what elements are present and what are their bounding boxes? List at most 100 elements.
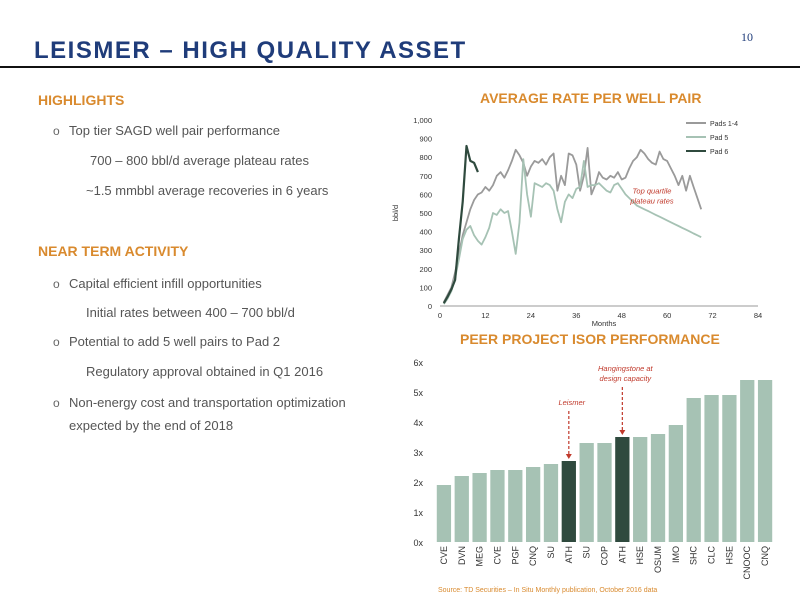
y-tick-label: 0x [413,538,423,548]
x-tick-label: CNOOC [742,546,752,580]
x-tick-label: ATH [617,546,627,563]
bar-dvn [454,476,469,542]
bar-cnooc [740,380,755,542]
x-tick-label: 24 [527,311,535,320]
bar-su [543,464,559,542]
bullet-marker-icon: o [53,396,60,410]
highlights-sub-1: 700 – 800 bbl/d average plateau rates [90,153,310,168]
bar-chart: 0x 1x 2x 3x 4x 5x 6x CVE DVN MEG CVE PGF CNQ SU ATH SU C… [413,358,773,580]
y-tick-label: 600 [419,190,432,199]
page-number: 10 [741,30,753,44]
y-tick-label: 3x [413,448,423,458]
near-term-bullet-3: o Non-energy cost and transportation opti… [53,395,346,410]
bar-osum [650,434,666,542]
highlights-heading: HIGHLIGHTS [38,92,125,108]
series-line-pads-1-4 [442,147,703,303]
near-term-bullet-1-text: Capital efficient infill opportunities [69,276,262,291]
x-tick-label: CVE [439,546,449,565]
line-chart-annotation: plateau rates [629,196,674,205]
bar-cnq [525,467,541,542]
x-tick-label: 36 [572,311,580,320]
near-term-sub-1: Initial rates between 400 – 700 bbl/d [86,305,295,320]
bar-su [579,443,594,542]
bar-clc [704,395,719,542]
highlights-bullet-1: o Top tier SAGD well pair performance [53,123,280,138]
legend-label: Pad 5 [710,135,728,142]
x-tick-label: CNQ [528,546,538,566]
x-tick-label: CNQ [760,546,770,566]
bar-annotation: design capacity [599,374,652,383]
x-tick-label: 84 [754,311,762,320]
legend-label: Pads 1-4 [710,121,738,128]
bar-hse [633,437,648,542]
y-tick-label: 6x [413,358,423,368]
y-tick-label: 900 [419,135,432,144]
x-tick-label: DVN [457,546,467,565]
y-tick-label: 400 [419,228,432,237]
x-tick-label: 48 [618,311,626,320]
series-line-pad-6 [442,144,479,304]
bar-shc [686,398,701,542]
x-tick-label: IMO [671,546,681,563]
bullet-marker-icon: o [53,277,60,291]
x-tick-label: SU [582,546,592,559]
highlights-sub-2: ~1.5 mmbbl average recoveries in 6 years [86,183,329,198]
x-tick-label: CVE [492,546,502,565]
y-tick-label: 500 [419,209,432,218]
bullet-marker-icon: o [53,124,60,138]
bar-pgf [508,470,523,542]
y-tick-label: 4x [413,418,423,428]
x-axis-title: Months [592,319,617,328]
bar-ath [561,461,576,542]
near-term-sub-2: Regulatory approval obtained in Q1 2016 [86,364,324,379]
x-tick-label: 60 [663,311,671,320]
y-tick-label: 1,000 [413,116,432,125]
annotation-arrow-head [565,454,572,459]
bar-annotation: Hangingstone at [598,364,654,373]
x-tick-label: ATH [564,546,574,563]
annotation-arrow-head [619,430,626,435]
y-tick-label: 0 [428,302,432,311]
bar-cop [597,443,612,542]
y-tick-label: 1x [413,508,423,518]
y-tick-label: 800 [419,153,432,162]
bar-meg [472,473,487,542]
bar-imo [668,425,684,542]
line-chart-title: AVERAGE RATE PER WELL PAIR [480,90,702,106]
line-chart: 0 100 200 300 400 500 600 700 800 900 1,000 0 12 24 36… [391,116,762,328]
bar-annotation: Leismer [558,398,585,407]
bar-hse [722,395,737,542]
bar-chart-title: PEER PROJECT ISOR PERFORMANCE [460,331,720,347]
source-note: Source: TD Securities – In Situ Monthly … [438,587,658,594]
x-tick-label: HSE [635,546,645,565]
bar-ath [615,437,630,542]
near-term-bullet-2: o Potential to add 5 well pairs to Pad 2 [53,334,280,349]
y-tick-label: 200 [419,265,432,274]
near-term-bullet-1: o Capital efficient infill opportunities [53,276,262,291]
near-term-bullet-2-text: Potential to add 5 well pairs to Pad 2 [69,334,281,349]
x-tick-label: HSE [724,546,734,565]
x-tick-label: PGF [510,546,520,565]
x-tick-label: 12 [481,311,489,320]
near-term-bullet-3-text-line-1: Non-energy cost and transportation optim… [69,395,346,410]
x-tick-label: 72 [708,311,716,320]
x-tick-label: CLC [707,546,717,565]
page-title: LEISMER – HIGH QUALITY ASSET [34,37,467,64]
highlights-bullet-1-text: Top tier SAGD well pair performance [69,123,280,138]
bullet-marker-icon: o [53,335,60,349]
y-tick-label: 2x [413,478,423,488]
near-term-bullet-3-text-line-2: expected by the end of 2018 [69,418,234,433]
x-tick-label: MEG [475,546,485,567]
y-tick-label: 5x [413,388,423,398]
title-divider [0,66,800,68]
bar-cve [490,470,505,542]
line-chart-annotation: Top quartile [633,186,672,195]
x-tick-label: SHC [689,546,699,566]
bar-cnq [757,380,773,542]
y-tick-label: 300 [419,246,432,255]
y-tick-label: 700 [419,172,432,181]
x-tick-label: SU [546,546,556,559]
series-line-pad-5 [443,158,702,305]
legend-label: Pad 6 [710,149,728,156]
bar-cve [436,485,452,542]
